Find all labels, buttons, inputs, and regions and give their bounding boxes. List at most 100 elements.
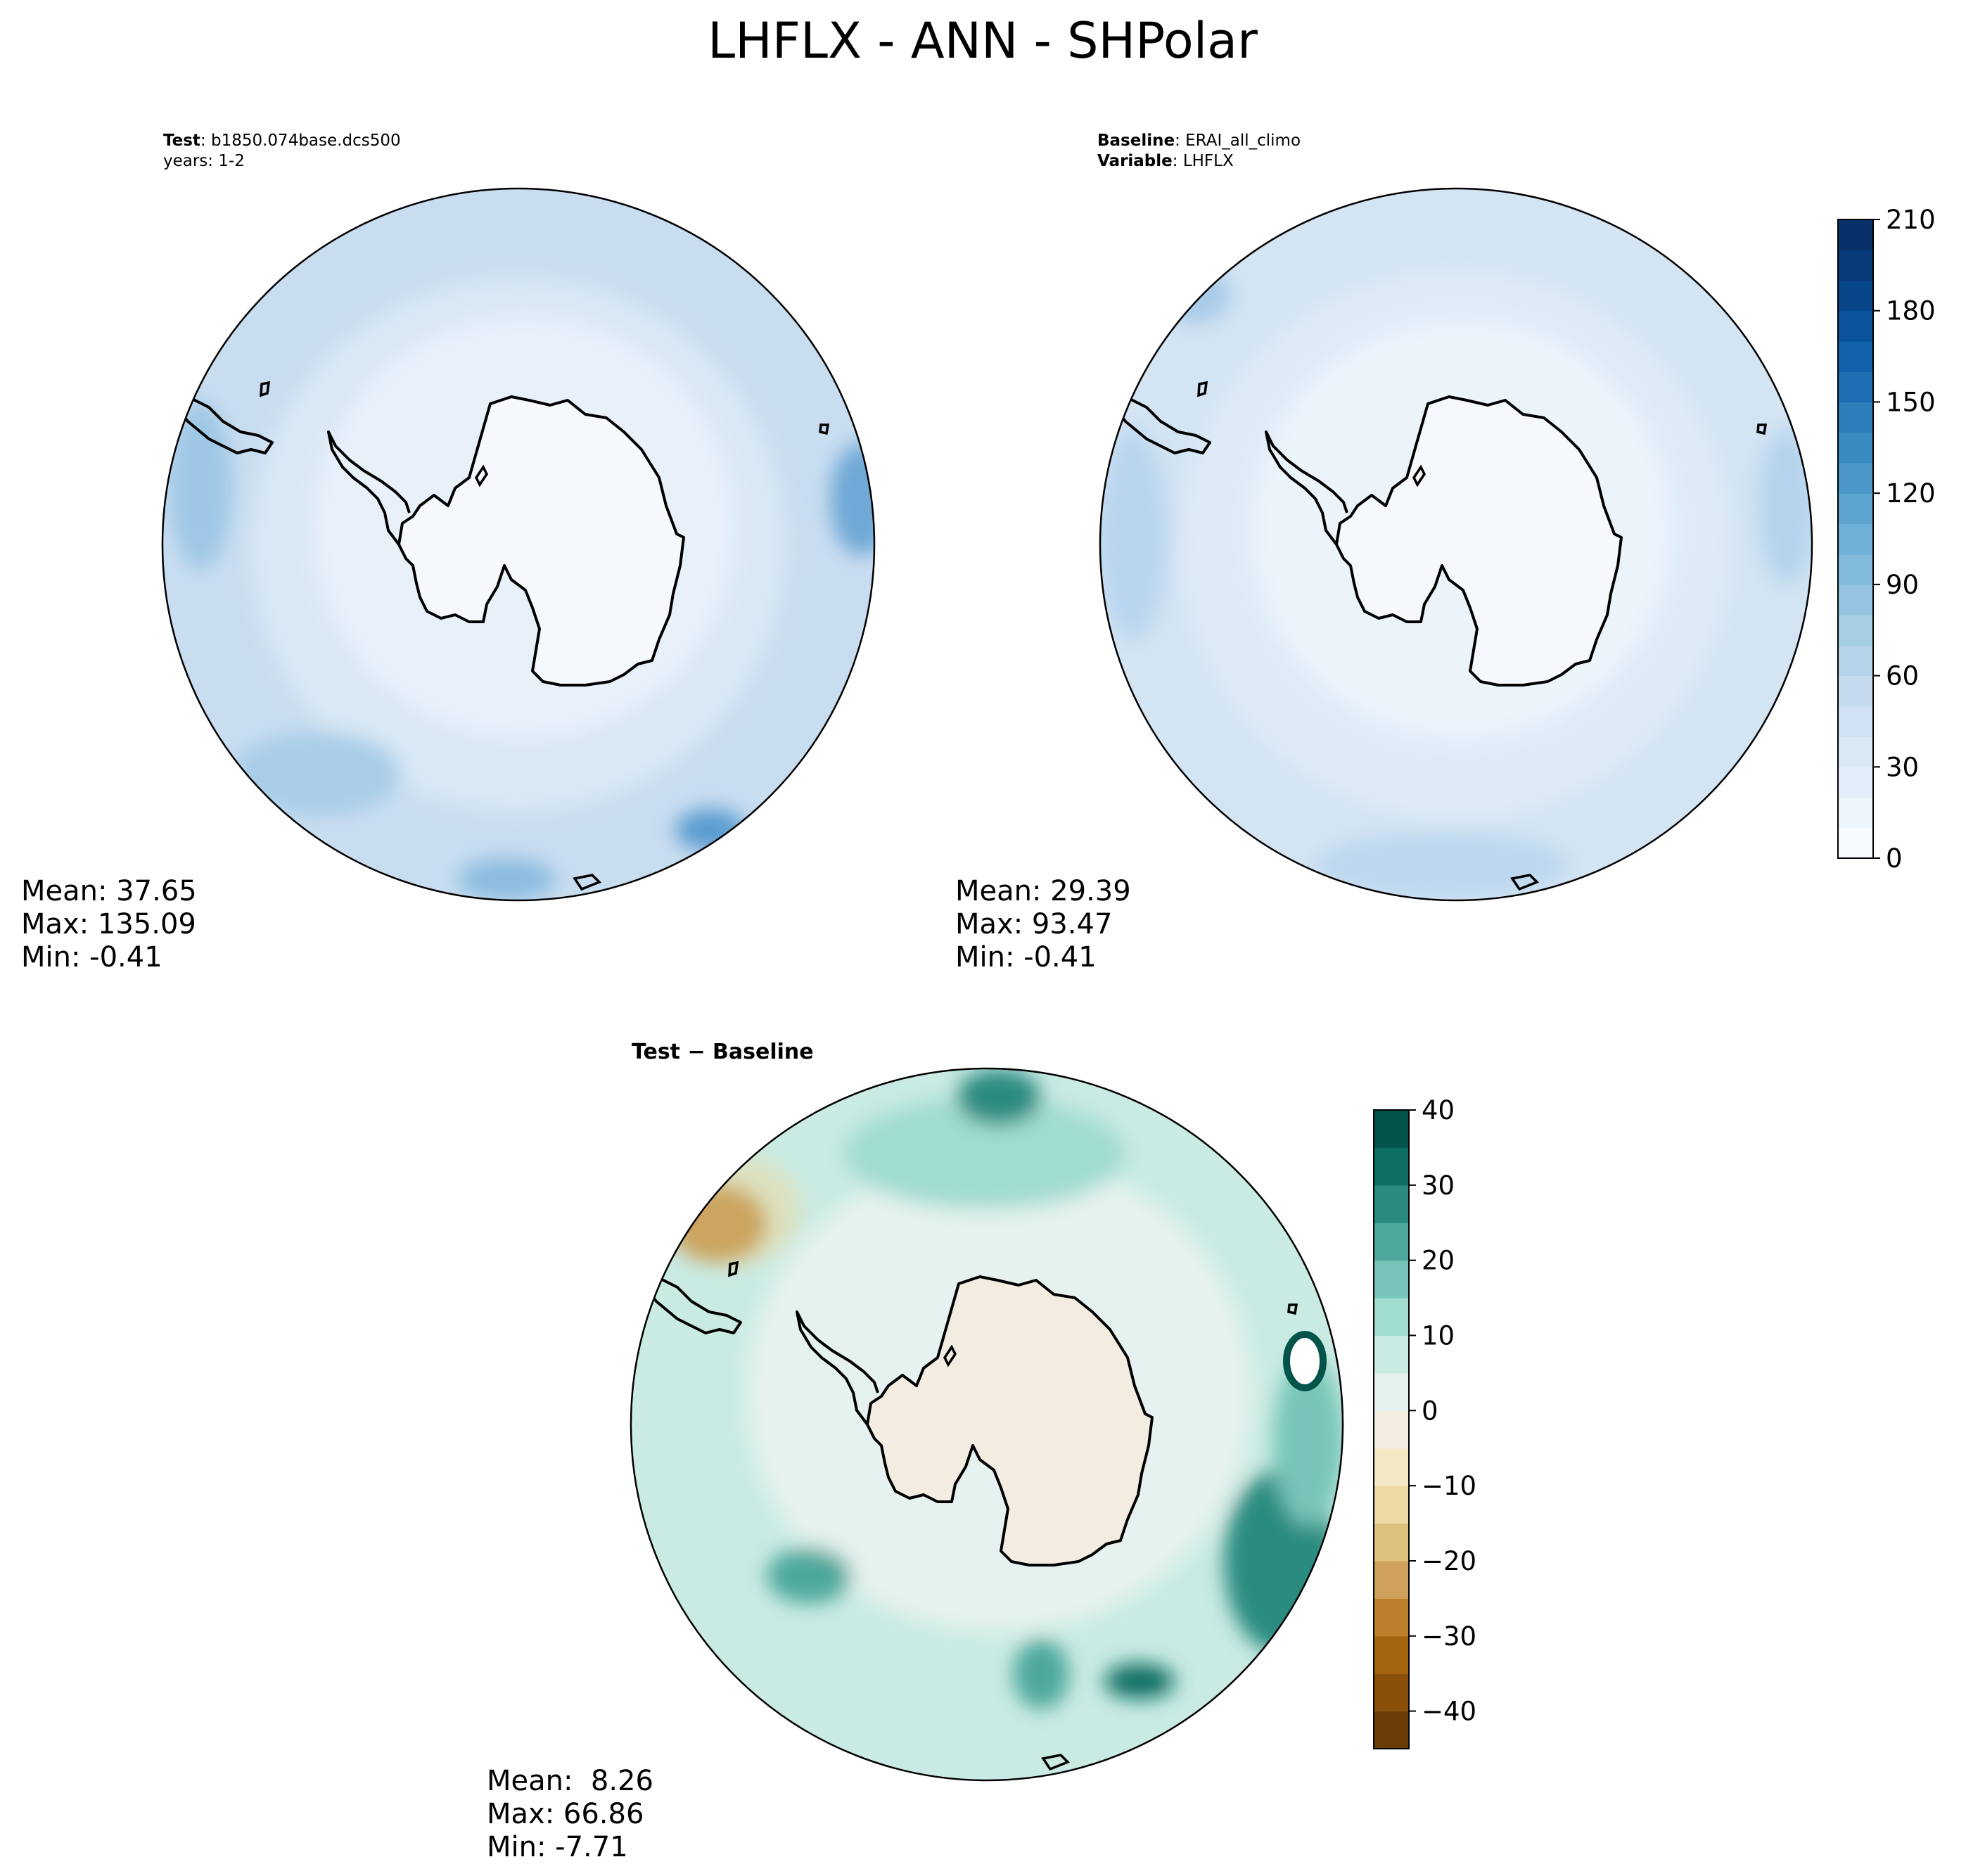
panel-baseline-colorbar: 210 180 150 120 90 60 30 0 <box>1837 205 1936 874</box>
panel-baseline-colorbar-segment <box>1838 432 1873 464</box>
panel-test-stat-mean: Mean: 37.65 <box>21 875 197 907</box>
panel-baseline-colorbar-segment <box>1838 645 1873 677</box>
panel-baseline-stat-min: Min: -0.41 <box>955 941 1097 974</box>
panel-baseline-header-label: Baseline <box>1097 132 1175 150</box>
figure-title: LHFLX - ANN - SHPolar <box>708 12 1258 70</box>
panel-difference-colorbar-segment <box>1374 1598 1409 1637</box>
panel-baseline-map <box>1100 189 1812 900</box>
panel-baseline-colorbar-segment <box>1838 493 1873 524</box>
panel-test-header-value: : b1850.074base.dcs500 <box>200 132 401 150</box>
panel-baseline-colorbar-segment <box>1838 706 1873 737</box>
panel-baseline-colorbar-segment <box>1838 615 1873 646</box>
panel-baseline-map-boundary <box>1099 187 1813 902</box>
panel-difference-colorbar-segment <box>1374 1298 1409 1336</box>
panel-baseline-colorbar-tick-label: 60 <box>1886 661 1919 691</box>
panel-baseline-colorbar-segment <box>1838 250 1873 281</box>
panel-difference-stat-max: Max: 66.86 <box>487 1798 644 1830</box>
panel-difference-mid-patch-left <box>767 1548 851 1604</box>
panel-difference-colorbar-segment <box>1374 1635 1409 1674</box>
panel-test-map-boundary <box>161 187 876 902</box>
panel-difference-colorbar-segment <box>1374 1448 1409 1486</box>
panel-test-antarctica-fill <box>399 397 684 685</box>
panel-difference-map <box>631 1068 1343 1780</box>
panel-difference-header: Test − Baseline <box>632 1040 814 1064</box>
panel-difference-mid-patch-right <box>1273 1358 1343 1526</box>
panel-baseline-colorbar-tick-label: 180 <box>1886 296 1936 326</box>
panel-difference-colorbar-segment <box>1374 1223 1409 1261</box>
panel-difference-south-america-coastline <box>637 1251 742 1334</box>
panel-test-stat-max: Max: 135.09 <box>21 908 196 940</box>
panel-baseline-colorbar-segment <box>1838 340 1873 372</box>
panel-difference-colorbar-tick-label: 10 <box>1422 1320 1455 1351</box>
panel-difference-colorbar-segment <box>1374 1335 1409 1374</box>
panel-baseline-colorbar-tick-label: 90 <box>1886 570 1919 600</box>
panel-baseline-high-patch-left <box>1100 429 1168 640</box>
panel-baseline-colorbar-segment <box>1838 584 1873 615</box>
panel-difference-colorbar-segment <box>1374 1260 1409 1298</box>
panel-baseline-antarctica-fill <box>1336 397 1621 685</box>
panel-baseline-stat-mean: Mean: 29.39 <box>955 875 1131 907</box>
panel-difference-colorbar: 40 30 20 10 0 −10 −20 −30 −40 <box>1373 1095 1476 1749</box>
panel-test-high-patch-bottom <box>457 858 556 900</box>
panel-difference-masked-region <box>1283 1331 1327 1391</box>
panel-test-header-line-2: years: 1-2 <box>163 152 245 170</box>
panel-baseline-colorbar-segment <box>1838 675 1873 707</box>
panel-difference-mid-patch-top <box>844 1097 1125 1210</box>
panel-baseline-island-a <box>1197 381 1208 397</box>
panel-baseline-colorbar-segment <box>1838 402 1873 433</box>
panel-baseline-header-value: : ERAI_all_climo <box>1175 132 1301 150</box>
panel-test-island-a <box>260 381 271 397</box>
panel-difference-stat-mean: Mean: 8.26 <box>487 1765 653 1797</box>
panel-baseline-colorbar-segment <box>1838 736 1873 767</box>
panel-baseline-colorbar-segment <box>1838 371 1873 403</box>
panel-baseline-colorbar-segment <box>1838 797 1873 829</box>
panel-difference-colorbar-segment <box>1374 1673 1409 1712</box>
panel-baseline-high-patch-right <box>1758 429 1812 584</box>
panel-difference-colorbar-segment <box>1374 1372 1409 1411</box>
panel-test-south-america-coastline <box>169 371 274 454</box>
panel-baseline-colorbar-tick-label: 120 <box>1886 478 1936 509</box>
panel-baseline: Baseline: ERAI_all_climo Variable: LHFLX <box>955 132 1936 974</box>
panel-difference-high-patch-bottom-right <box>1104 1664 1175 1699</box>
panel-difference-mid-patch-bottom <box>1013 1639 1069 1709</box>
panel-baseline-header-label-2: Variable <box>1097 152 1173 170</box>
panel-baseline-colorbar-tick-label: 30 <box>1886 752 1919 782</box>
panel-difference-island-c <box>1041 1754 1071 1771</box>
panel-baseline-colorbar-segment <box>1838 827 1873 859</box>
panel-test-antarctica-coastline <box>397 395 685 687</box>
panel-difference-stat-min: Min: -7.71 <box>487 1831 628 1863</box>
panel-test-peninsula-coastline <box>327 430 411 546</box>
panel-difference-colorbar-tick-label: −40 <box>1422 1697 1476 1727</box>
panel-baseline-south-america-coastline <box>1106 371 1211 454</box>
panel-baseline-peninsula-coastline <box>1265 430 1348 546</box>
panel-test-island-c <box>573 874 602 891</box>
panel-baseline-colorbar-segment <box>1838 767 1873 798</box>
panel-baseline-colorbar-segment <box>1838 310 1873 342</box>
panel-difference-colorbar-frame <box>1373 1109 1410 1749</box>
panel-difference-high-patch-top <box>957 1069 1041 1125</box>
panel-difference-colorbar-tick-label: −30 <box>1422 1621 1476 1652</box>
panel-difference-colorbar-segment <box>1374 1711 1409 1749</box>
panel-test-map <box>162 189 874 900</box>
panel-difference-island-a <box>728 1261 739 1277</box>
panel-difference-colorbar-tick-label: 0 <box>1422 1396 1438 1426</box>
panel-difference-map-boundary <box>630 1067 1344 1782</box>
panel-difference-colorbar-tick-label: −10 <box>1422 1471 1476 1501</box>
panel-baseline-high-patch-top-left <box>1161 267 1231 324</box>
panel-baseline-island-c <box>1510 874 1540 891</box>
panel-test-stat-min: Min: -0.41 <box>21 941 162 974</box>
panel-difference-colorbar-segment <box>1374 1523 1409 1562</box>
panel-difference-colorbar-segment <box>1374 1185 1409 1223</box>
panel-baseline-header-line-2: Variable: LHFLX <box>1097 152 1234 170</box>
panel-test-header-label: Test <box>163 132 200 150</box>
panel-difference-peninsula-coastline <box>796 1310 879 1426</box>
panel-baseline-colorbar-segment <box>1838 554 1873 585</box>
panel-baseline-header-line-1: Baseline: ERAI_all_climo <box>1097 132 1301 150</box>
panel-test-high-patch-bottom-left <box>232 732 401 816</box>
panel-baseline-island-d <box>1412 464 1426 487</box>
panel-difference-island-b <box>1287 1303 1298 1315</box>
panel-difference-colorbar-tick-label: 30 <box>1422 1170 1455 1201</box>
panel-baseline-antarctica-coastline <box>1335 395 1623 687</box>
panel-baseline-stat-max: Max: 93.47 <box>955 908 1112 940</box>
